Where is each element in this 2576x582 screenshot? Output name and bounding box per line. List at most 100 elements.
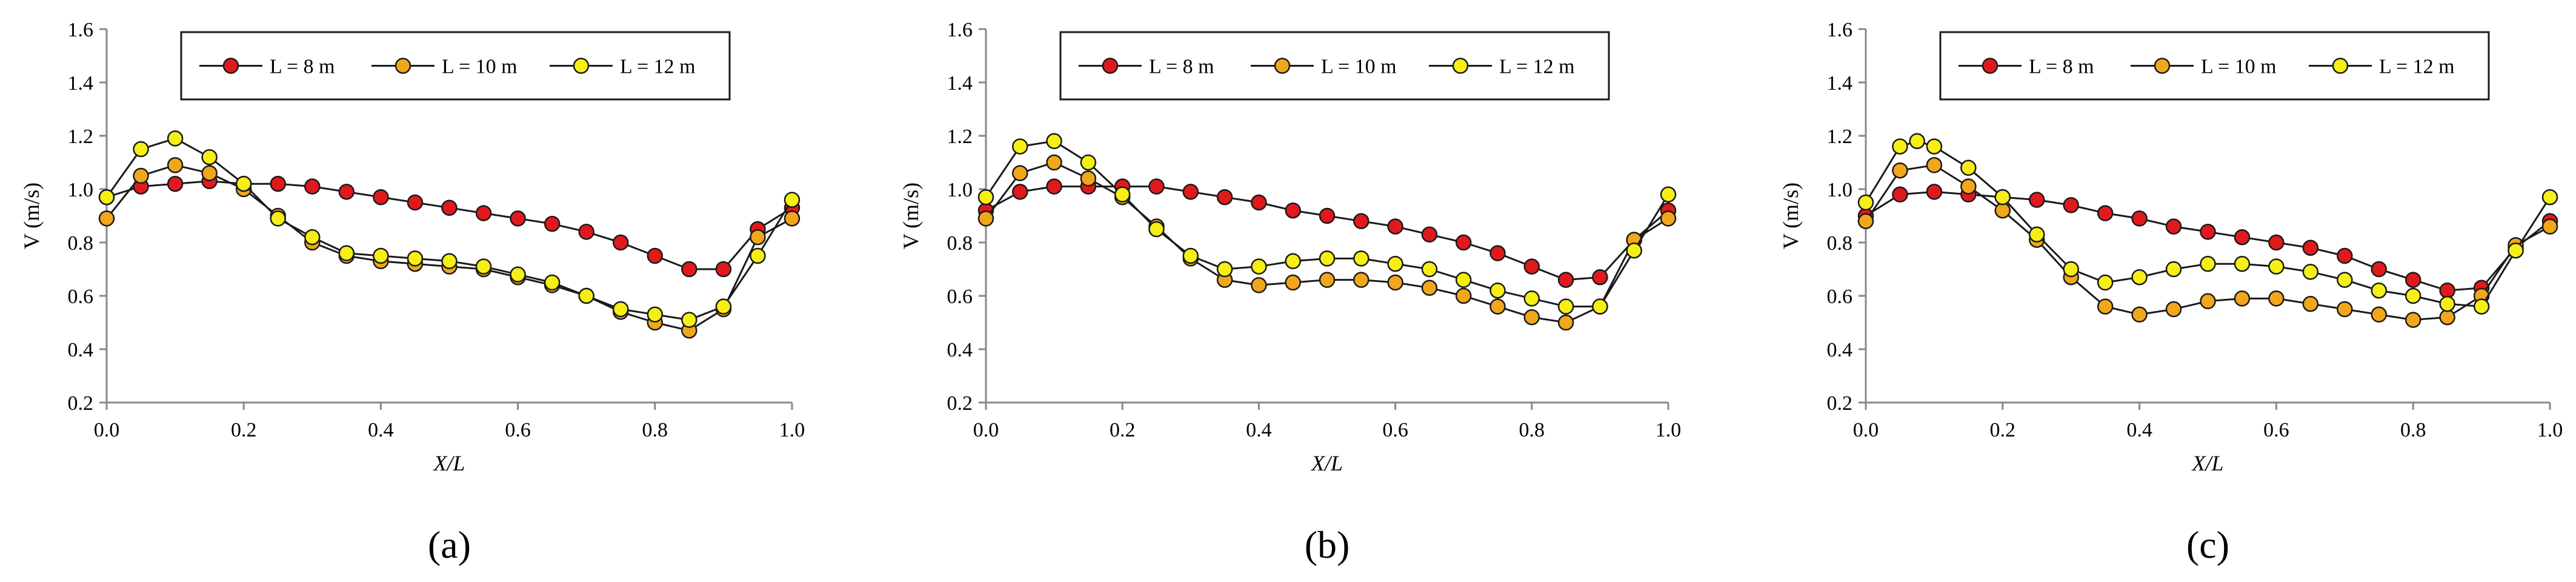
legend-label-2: L = 10 m [1321,56,1397,78]
data-point-1 [1148,178,1165,195]
data-point-1 [1926,184,1943,200]
data-point-1 [338,184,355,200]
data-point-3 [1114,186,1131,203]
y-tick-label: 0.6 [947,286,973,308]
x-tick-label: 0.6 [2263,419,2289,441]
y-tick-label: 0.4 [947,339,973,361]
data-point-3 [1012,138,1028,155]
legend-label-3: L = 12 m [1499,56,1575,78]
data-point-3 [2508,242,2524,259]
x-tick-label: 0.8 [642,419,668,441]
data-point-3 [578,287,594,304]
data-point-1 [510,210,526,227]
data-point-3 [681,312,697,328]
data-point-2 [98,210,115,227]
data-point-3 [2200,255,2216,272]
x-tick-label: 0.2 [1990,419,2016,441]
data-point-1 [613,234,629,251]
data-point-2 [2234,290,2251,307]
data-point-2 [2268,290,2285,307]
data-point-1 [2234,229,2251,246]
x-axis-title: X/L [432,451,465,475]
data-point-1 [270,175,286,192]
data-point-1 [681,261,697,278]
data-point-1 [2063,197,2079,213]
data-point-2 [133,167,149,184]
data-point-2 [1926,157,1943,173]
data-point-3 [1909,133,1925,150]
x-tick-label: 0.2 [231,419,257,441]
data-point-3 [1523,290,1540,307]
data-point-2 [1421,279,1438,296]
data-point-3 [784,192,800,208]
data-point-1 [2097,205,2114,221]
data-point-1 [544,215,561,232]
data-point-3 [2063,261,2079,278]
data-point-3 [1421,261,1438,278]
data-point-1 [2029,192,2045,208]
legend-marker-3 [573,58,590,74]
x-tick-label: 0.6 [505,419,531,441]
chart-panel-3: 0.20.40.60.81.01.21.41.60.0 0.2 0.4 0.6 0.8 1… [1779,19,2563,566]
data-point-3 [1216,261,1233,278]
data-point-2 [1523,309,1540,326]
data-point-3 [407,250,424,267]
data-point-3 [2131,269,2148,286]
data-point-3 [2268,258,2285,275]
data-point-2 [1892,162,1908,179]
data-point-3 [1387,255,1403,272]
data-point-3 [2234,255,2251,272]
data-point-2 [1387,274,1403,291]
data-point-2 [1557,314,1574,331]
panel-label: (c) [2186,523,2229,566]
data-point-2 [2302,295,2319,312]
panel-label: (b) [1305,523,1350,566]
data-point-3 [2473,298,2490,315]
legend-marker-2 [394,58,411,74]
data-point-3 [1455,272,1472,288]
legend-marker-3 [1452,58,1469,74]
data-point-1 [1353,213,1370,230]
legend-label-1: L = 8 m [2029,56,2094,78]
y-tick-label: 1.4 [68,72,94,95]
data-point-2 [1251,277,1267,293]
data-point-1 [2337,247,2353,264]
data-point-1 [1182,184,1199,200]
data-point-3 [235,175,252,192]
x-tick-label: 0.4 [2126,419,2152,441]
data-point-3 [544,274,561,291]
legend-label-2: L = 10 m [2201,56,2277,78]
data-point-1 [2268,234,2285,251]
data-point-1 [1592,269,1608,286]
data-point-3 [441,253,458,270]
chart-panel-1: 0.20.40.60.81.01.21.41.60.0 0.2 0.4 0.6 0.8 1… [19,19,805,566]
data-point-3 [1557,298,1574,315]
data-point-3 [373,247,389,264]
legend-marker-1 [1982,58,1999,74]
data-point-3 [1660,186,1677,203]
data-point-3 [977,189,994,206]
data-point-2 [2131,306,2148,323]
series-line-3 [1865,140,2551,308]
y-tick-label: 0.2 [68,392,94,415]
y-tick-label: 0.8 [947,232,973,255]
data-point-1 [1319,207,1336,224]
y-tick-label: 1.6 [1827,19,1853,41]
data-point-2 [1660,210,1677,227]
data-point-2 [1353,272,1370,288]
data-point-1 [2371,261,2387,278]
legend-label-2: L = 10 m [442,56,518,78]
data-point-1 [1489,245,1506,261]
data-point-2 [1285,274,1301,291]
data-point-3 [2029,226,2045,243]
data-point-2 [1489,298,1506,315]
y-tick-label: 0.2 [1827,392,1853,415]
data-point-3 [2337,272,2353,288]
data-point-3 [304,229,321,246]
data-point-3 [98,189,115,206]
legend-label-1: L = 8 m [1149,56,1214,78]
data-point-3 [338,245,355,261]
data-point-1 [2165,218,2182,235]
data-point-2 [2165,301,2182,318]
